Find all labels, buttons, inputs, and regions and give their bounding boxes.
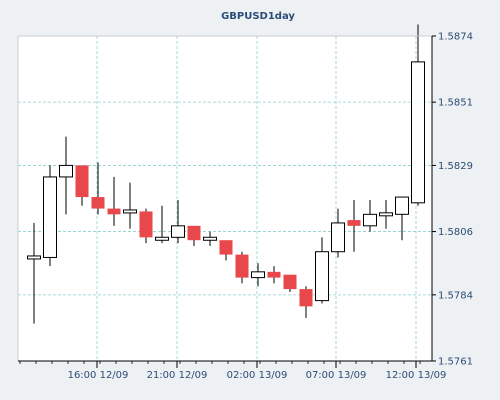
x-tick-label: 12:00 13/09 <box>386 370 447 381</box>
candle-body-up <box>411 61 425 204</box>
y-tick-label: 1.5784 <box>438 290 473 301</box>
candle-body-up <box>171 225 185 238</box>
candle-body-up <box>43 176 57 258</box>
candle-body-up <box>363 213 377 227</box>
candle <box>347 199 361 252</box>
candle <box>331 208 345 258</box>
candle <box>411 24 425 206</box>
x-tick-label: 07:00 13/09 <box>306 370 367 381</box>
candle <box>283 274 297 292</box>
y-tick-label: 1.5874 <box>438 32 473 43</box>
candle <box>203 231 217 246</box>
candle-body-down <box>347 220 361 226</box>
candle-body-down <box>267 271 281 278</box>
candle <box>123 182 137 229</box>
candle-body-down <box>91 197 105 209</box>
candle-body-down <box>187 225 201 241</box>
candle <box>91 162 105 215</box>
candle <box>43 165 57 267</box>
candle-body-up <box>315 251 329 302</box>
candle-body-down <box>75 165 89 198</box>
plot-area <box>18 36 432 361</box>
chart-title: GBPUSD1day <box>221 11 295 22</box>
candle-body-up <box>203 236 217 241</box>
candle-body-up <box>27 255 41 260</box>
candle <box>107 176 121 226</box>
candle-body-up <box>251 271 265 279</box>
candle-body-down <box>107 208 121 215</box>
candle <box>187 225 201 246</box>
candle <box>299 286 313 318</box>
candle <box>219 240 233 261</box>
candle-body-down <box>235 254 249 278</box>
y-tick-label: 1.5806 <box>438 227 473 238</box>
candle <box>251 263 265 287</box>
x-tick-label: 02:00 13/09 <box>227 370 288 381</box>
candle-body-up <box>395 196 409 215</box>
candle <box>267 266 281 284</box>
candle-body-up <box>331 222 345 253</box>
y-tick-label: 1.5851 <box>438 98 473 109</box>
candle-body-down <box>299 289 313 307</box>
candle <box>315 237 329 304</box>
x-tick-label: 21:00 12/09 <box>147 370 208 381</box>
candle <box>363 199 377 232</box>
candle-body-down <box>139 211 153 238</box>
candle-body-down <box>219 240 233 255</box>
axes: 1.5874 1.5851 1.5829 1.5806 1.5784 1.5761 16:0… <box>17 32 473 381</box>
candle <box>171 199 185 244</box>
candle-body-up <box>155 236 169 241</box>
candles <box>27 24 425 324</box>
candle <box>27 222 41 324</box>
candle-body-up <box>379 212 393 217</box>
candle-body-up <box>123 209 137 214</box>
candle <box>155 205 169 244</box>
candle <box>139 208 153 244</box>
candle <box>235 251 249 284</box>
x-tick-label: 16:00 12/09 <box>68 370 129 381</box>
candle-body-up <box>59 164 73 178</box>
y-tick-label: 1.5761 <box>438 357 473 368</box>
candle <box>75 165 89 206</box>
candle <box>379 199 393 229</box>
y-tick-label: 1.5829 <box>438 161 473 172</box>
candle <box>395 196 409 241</box>
candle <box>59 136 73 215</box>
candle-body-down <box>283 274 297 290</box>
